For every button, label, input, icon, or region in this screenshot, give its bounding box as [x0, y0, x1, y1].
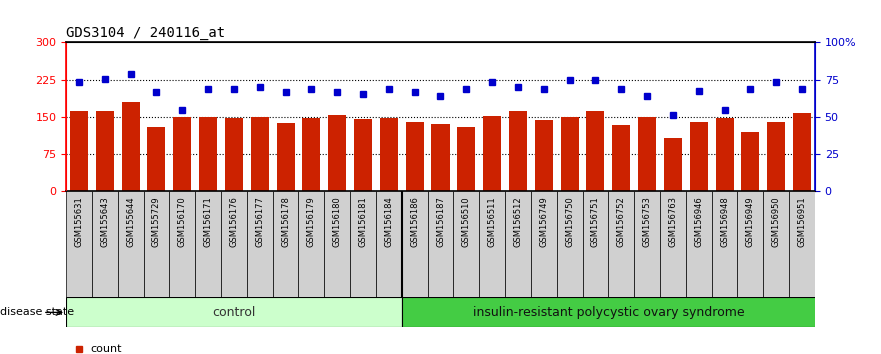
Bar [196, 191, 221, 297]
Bar [763, 191, 789, 297]
Text: GSM156950: GSM156950 [772, 196, 781, 247]
Bar [715, 118, 734, 191]
Bar [147, 127, 166, 191]
Bar [221, 191, 247, 297]
Bar [560, 117, 579, 191]
Bar [737, 191, 763, 297]
Text: GSM156949: GSM156949 [746, 196, 755, 247]
Text: GSM156178: GSM156178 [281, 196, 290, 247]
Text: GSM155729: GSM155729 [152, 196, 161, 247]
Bar [92, 191, 118, 297]
Text: GSM156180: GSM156180 [333, 196, 342, 247]
Bar [685, 191, 712, 297]
Bar [66, 191, 92, 297]
Text: GSM155631: GSM155631 [75, 196, 84, 247]
Bar [402, 297, 828, 327]
Bar [354, 119, 372, 191]
Bar [582, 191, 609, 297]
Bar [634, 191, 660, 297]
Text: GSM156170: GSM156170 [178, 196, 187, 247]
Bar [454, 191, 479, 297]
Bar [380, 118, 398, 191]
Bar [169, 191, 196, 297]
Text: GSM156181: GSM156181 [359, 196, 367, 247]
Text: GSM156176: GSM156176 [229, 196, 239, 247]
Bar [277, 123, 294, 191]
Bar [479, 191, 505, 297]
Bar [299, 191, 324, 297]
Text: GSM155644: GSM155644 [126, 196, 135, 247]
Bar [509, 111, 527, 191]
Bar [199, 117, 217, 191]
Text: GSM156948: GSM156948 [720, 196, 729, 247]
Text: count: count [90, 344, 122, 354]
Bar [660, 191, 685, 297]
Text: GSM156946: GSM156946 [694, 196, 703, 247]
Text: GSM155643: GSM155643 [100, 196, 109, 247]
Bar [174, 117, 191, 191]
Bar [96, 111, 114, 191]
Bar [664, 138, 682, 191]
Text: GSM156512: GSM156512 [514, 196, 522, 247]
Bar [612, 125, 630, 191]
Bar [302, 118, 321, 191]
Text: insulin-resistant polycystic ovary syndrome: insulin-resistant polycystic ovary syndr… [472, 306, 744, 319]
Bar [66, 297, 402, 327]
Bar [247, 191, 272, 297]
Bar [690, 122, 707, 191]
Bar [767, 122, 785, 191]
Bar [350, 191, 376, 297]
Text: GSM156752: GSM156752 [617, 196, 626, 247]
Bar [587, 111, 604, 191]
Bar [272, 191, 299, 297]
Bar [251, 117, 269, 191]
Text: GDS3104 / 240116_at: GDS3104 / 240116_at [66, 26, 226, 40]
Bar [741, 132, 759, 191]
Text: GSM156184: GSM156184 [384, 196, 393, 247]
Text: GSM156186: GSM156186 [411, 196, 419, 247]
Bar [638, 117, 656, 191]
Text: GSM156751: GSM156751 [591, 196, 600, 247]
Text: GSM156749: GSM156749 [539, 196, 548, 247]
Bar [483, 116, 501, 191]
Text: GSM156171: GSM156171 [204, 196, 212, 247]
Text: GSM156951: GSM156951 [797, 196, 806, 247]
Bar [118, 191, 144, 297]
Bar [122, 102, 140, 191]
Text: GSM156763: GSM156763 [669, 196, 677, 247]
Text: GSM156753: GSM156753 [642, 196, 652, 247]
Bar [789, 191, 815, 297]
Bar [557, 191, 582, 297]
Bar [324, 191, 350, 297]
Bar [376, 191, 402, 297]
Text: disease state: disease state [0, 307, 74, 318]
Bar [402, 191, 427, 297]
Bar [457, 127, 476, 191]
Text: control: control [212, 306, 255, 319]
Text: GSM156187: GSM156187 [436, 196, 445, 247]
Bar [535, 120, 552, 191]
Bar [225, 118, 243, 191]
Bar [712, 191, 737, 297]
Text: GSM156510: GSM156510 [462, 196, 470, 247]
Text: GSM156750: GSM156750 [565, 196, 574, 247]
Bar [70, 111, 88, 191]
Text: GSM156511: GSM156511 [488, 196, 497, 247]
Bar [609, 191, 634, 297]
Bar [427, 191, 454, 297]
Bar [328, 115, 346, 191]
Bar [405, 122, 424, 191]
Bar [432, 124, 449, 191]
Bar [793, 113, 811, 191]
Bar [531, 191, 557, 297]
Text: GSM156177: GSM156177 [255, 196, 264, 247]
Bar [505, 191, 531, 297]
Text: GSM156179: GSM156179 [307, 196, 316, 247]
Bar [144, 191, 169, 297]
